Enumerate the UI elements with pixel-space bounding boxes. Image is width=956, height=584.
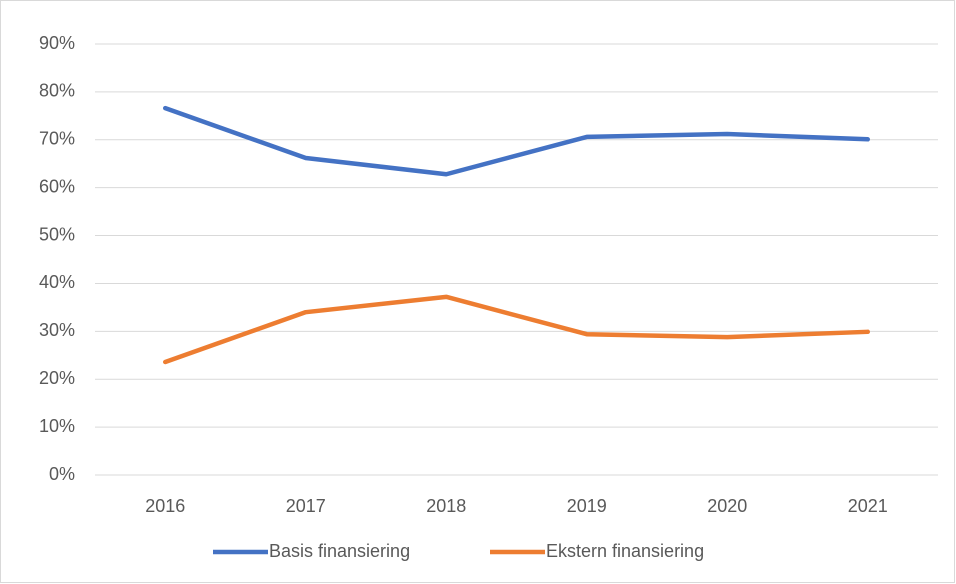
x-tick-label: 2017	[286, 496, 326, 516]
y-tick-label: 0%	[49, 464, 75, 484]
legend-label: Ekstern finansiering	[546, 541, 704, 561]
y-tick-label: 20%	[39, 368, 75, 388]
x-tick-label: 2019	[567, 496, 607, 516]
series-line	[163, 294, 870, 365]
x-tick-label: 2021	[848, 496, 888, 516]
legend-label: Basis finansiering	[269, 541, 410, 561]
y-tick-label: 90%	[39, 33, 75, 53]
x-tick-label: 2020	[707, 496, 747, 516]
series-line	[163, 105, 870, 177]
y-tick-label: 10%	[39, 416, 75, 436]
x-tick-label: 2016	[145, 496, 185, 516]
y-tick-label: 70%	[39, 129, 75, 149]
y-tick-label: 60%	[39, 176, 75, 196]
x-tick-label: 2018	[426, 496, 466, 516]
y-tick-label: 50%	[39, 224, 75, 244]
y-tick-label: 30%	[39, 320, 75, 340]
y-tick-label: 80%	[39, 81, 75, 101]
y-tick-label: 40%	[39, 272, 75, 292]
